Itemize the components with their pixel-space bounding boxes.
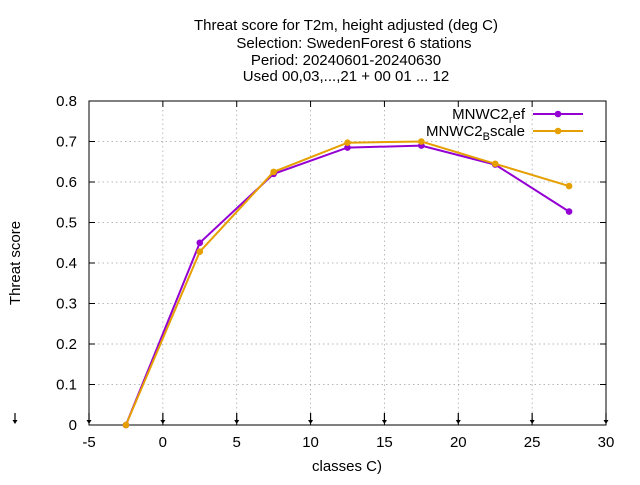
x-tick-label: 0: [159, 434, 167, 451]
x-tick-label: -5: [82, 434, 95, 451]
x-tick-label: 25: [524, 434, 541, 451]
y-tick-label: 0.5: [56, 215, 77, 232]
title-line-2: Selection: SwedenForest 6 stations: [236, 35, 471, 52]
x-tick-label: 15: [376, 434, 393, 451]
series-1-point: [196, 239, 204, 247]
series-layer: [122, 138, 573, 429]
bottom-marker-head: [12, 420, 18, 424]
bottom-marker-head: [234, 420, 240, 424]
series-2-point: [270, 168, 277, 176]
bottom-marker-head: [529, 420, 535, 424]
bottom-marker-head: [86, 420, 92, 424]
y-tick-label: 0.8: [56, 93, 77, 110]
series-1-point: [565, 208, 573, 215]
legend-entry-2: MNWC2Bscale: [426, 123, 583, 143]
legend-label-1: MNWC2ref: [452, 106, 526, 126]
series-2-point: [491, 160, 499, 168]
y-axis-label: Threat score: [7, 221, 24, 305]
bottom-marker-head: [603, 420, 609, 424]
legend-entry-1: MNWC2ref: [452, 106, 583, 126]
y-tick-label: 0.7: [56, 134, 77, 151]
bottom-marker-head: [455, 420, 461, 424]
y-tick-label: 0.4: [56, 255, 77, 272]
x-tick-label: 10: [302, 434, 319, 451]
x-axis-label: classes C): [312, 458, 382, 475]
series-2-point: [122, 421, 130, 429]
series-2-point: [418, 138, 425, 145]
series-2-point: [565, 182, 573, 190]
title-line-4: Used 00,03,...,21 + 00 01 ... 12: [243, 68, 449, 85]
series-line-2: [124, 140, 570, 426]
plot-frame: [88, 100, 607, 426]
legend-marker-2: [554, 127, 562, 135]
bottom-marker-head: [381, 420, 387, 424]
y-tick-label: 0.1: [56, 377, 77, 394]
x-tick-label: 20: [450, 434, 467, 451]
legend-label-2: MNWC2Bscale: [426, 123, 525, 143]
chart-title: Threat score for T2m, height adjusted (d…: [194, 17, 498, 85]
legend-marker-1: [554, 110, 562, 118]
bottom-markers: [12, 413, 609, 424]
y-tick-label: 0.2: [56, 336, 77, 353]
x-tick-label: 30: [598, 434, 615, 451]
y-tick-label: 0: [69, 417, 77, 434]
bottom-marker-head: [308, 420, 314, 424]
series-2-point: [196, 248, 204, 255]
series-1-point: [344, 144, 351, 151]
x-tick-label: 5: [233, 434, 241, 451]
series-line-1: [124, 144, 570, 426]
y-tick-label: 0.3: [56, 296, 77, 313]
bottom-marker-head: [160, 420, 166, 424]
y-tick-label: 0.6: [56, 174, 77, 191]
series-2-point: [344, 139, 351, 147]
title-line-3: Period: 20240601-20240630: [251, 52, 441, 69]
axis-ticks: -5 0 5 10 15 20 25 30 0 0.1 0.2 0.3 0.4 0.5 0.6 0.7 0.8: [56, 93, 614, 451]
legend: MNWC2ref MNWC2Bscale: [426, 106, 583, 143]
title-line-1: Threat score for T2m, height adjusted (d…: [194, 17, 498, 34]
